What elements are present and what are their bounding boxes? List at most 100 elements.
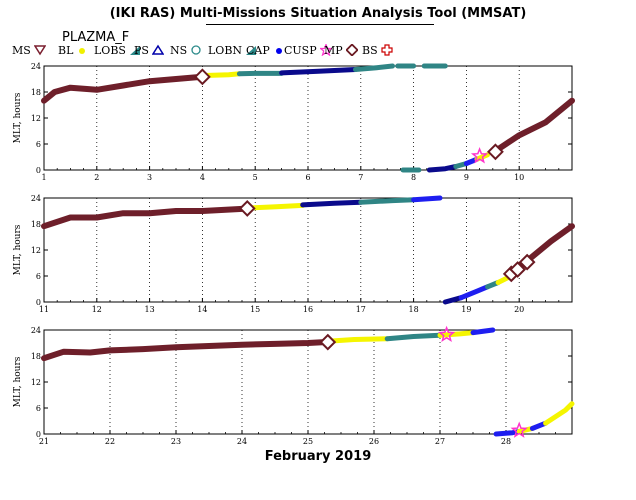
segment-cap	[411, 195, 443, 203]
y-tick-label: 6	[36, 404, 41, 413]
panel-2: 11 12 13 14 15 16 17 18 19 20 0 6 12 18 24 MLT, hours	[13, 194, 575, 314]
legend-triangle-up-icon	[151, 44, 164, 55]
cusp-marker	[510, 421, 528, 438]
segment-bl	[437, 330, 476, 338]
legend-label: BL	[58, 44, 74, 57]
y-tick-label: 24	[31, 62, 41, 71]
y-axis-label: MLT, hours	[13, 224, 23, 275]
legend-label: NS	[170, 44, 188, 57]
y-tick-label: 12	[31, 378, 41, 387]
segment-ps	[426, 164, 459, 173]
x-tick-label: 28	[501, 437, 511, 446]
title-underline	[206, 24, 434, 25]
x-tick-label: 20	[514, 305, 524, 314]
mp-marker	[193, 68, 211, 86]
x-tick-label: 2	[94, 173, 99, 182]
x-tick-label: 1	[41, 173, 46, 182]
panel-3: 21 22 23 24 25 26 27 28 0 6 12 18 24 MLT, hours	[13, 325, 575, 446]
x-tick-label: 27	[435, 437, 445, 446]
cusp-marker	[437, 325, 456, 343]
segment-bl	[325, 336, 390, 344]
x-tick-label: 26	[369, 437, 379, 446]
x-tick-label: 14	[197, 305, 207, 314]
y-tick-label: 18	[31, 88, 41, 97]
legend-item-lobn: LOBN	[208, 44, 257, 57]
mp-marker	[238, 199, 256, 217]
segment-ps	[300, 199, 364, 208]
segment-bl	[202, 71, 242, 78]
y-axis-label: MLT, hours	[13, 92, 23, 143]
legend-item-bl: BL	[58, 44, 88, 57]
legend-cross-icon	[381, 44, 393, 56]
y-axis-label: MLT, hours	[13, 356, 23, 407]
legend-item-ms: MS	[12, 44, 46, 57]
x-axis-label: February 2019	[264, 449, 372, 464]
page-title: (IKI RAS) Multi-Missions Situation Analy…	[109, 6, 527, 21]
legend-label: MP	[324, 44, 343, 57]
y-tick-label: 6	[36, 272, 41, 281]
legend-item-ps: PS	[134, 44, 164, 57]
legend-label: MS	[12, 44, 31, 57]
x-tick-label: 16	[303, 305, 313, 314]
y-tick-label: 24	[31, 194, 41, 203]
x-tick-label: 4	[200, 173, 205, 182]
x-tick-label: 17	[356, 305, 366, 314]
x-tick-label: 3	[147, 173, 152, 182]
x-tick-label: 25	[303, 437, 313, 446]
x-tick-label: 24	[237, 437, 247, 446]
mp-marker	[518, 253, 536, 271]
legend-label: CUSP	[284, 44, 317, 57]
cusp-marker	[470, 147, 489, 164]
legend-label: LOBN	[208, 44, 243, 57]
x-tick-label: 22	[105, 437, 115, 446]
legend-circle-icon	[191, 45, 201, 55]
x-tick-label: 9	[464, 173, 469, 182]
legend-wedge-icon	[129, 46, 140, 55]
x-tick-label: 7	[358, 173, 363, 182]
instrument-label: PLAZMA_F	[62, 30, 130, 45]
x-tick-label: 21	[39, 437, 49, 446]
y-tick-label: 12	[31, 246, 41, 255]
y-tick-label: 24	[31, 326, 41, 335]
y-tick-label: 6	[36, 140, 41, 149]
legend-item-cap: CAP	[246, 44, 285, 57]
y-tick-label: 0	[36, 298, 41, 307]
legend: MS BL LOBS PS NS LOBN CAP CUSP MP BS	[12, 44, 612, 60]
mp-marker	[319, 333, 337, 351]
legend-diamond-icon	[345, 44, 358, 56]
legend-item-lobs: LOBS	[94, 44, 141, 57]
legend-item-bs: BS	[362, 44, 393, 57]
segment-ms	[41, 339, 328, 362]
legend-label: LOBS	[94, 44, 126, 57]
x-tick-label: 15	[250, 305, 260, 314]
x-tick-label: 18	[409, 305, 419, 314]
x-tick-label: 23	[171, 437, 181, 446]
segment-bl	[543, 401, 575, 426]
x-tick-label: 11	[39, 305, 49, 314]
x-tick-label: 8	[411, 173, 416, 182]
legend-item-cusp: CUSP	[284, 44, 332, 57]
segment-ps	[442, 295, 464, 305]
legend-item-mp: MP	[324, 44, 358, 57]
mp-marker	[487, 143, 504, 161]
segment-ms	[489, 97, 575, 156]
x-tick-label: 12	[92, 305, 102, 314]
x-tick-label: 6	[305, 173, 310, 182]
x-tick-label: 10	[514, 173, 524, 182]
y-tick-label: 18	[31, 352, 41, 361]
segment-cap	[458, 284, 490, 301]
segment-bl	[244, 202, 306, 211]
legend-label: CAP	[246, 44, 270, 57]
segment-ms	[41, 73, 206, 104]
segment-ps	[279, 67, 358, 76]
legend-wedge-icon	[246, 46, 257, 55]
legend-item-ns: NS	[170, 44, 202, 57]
legend-label: PS	[134, 44, 149, 57]
mp-marker	[509, 261, 527, 278]
y-tick-label: 0	[36, 430, 41, 439]
legend-star-icon	[319, 44, 332, 56]
legend-triangle-down-icon	[33, 45, 46, 56]
x-tick-label: 5	[253, 173, 258, 182]
